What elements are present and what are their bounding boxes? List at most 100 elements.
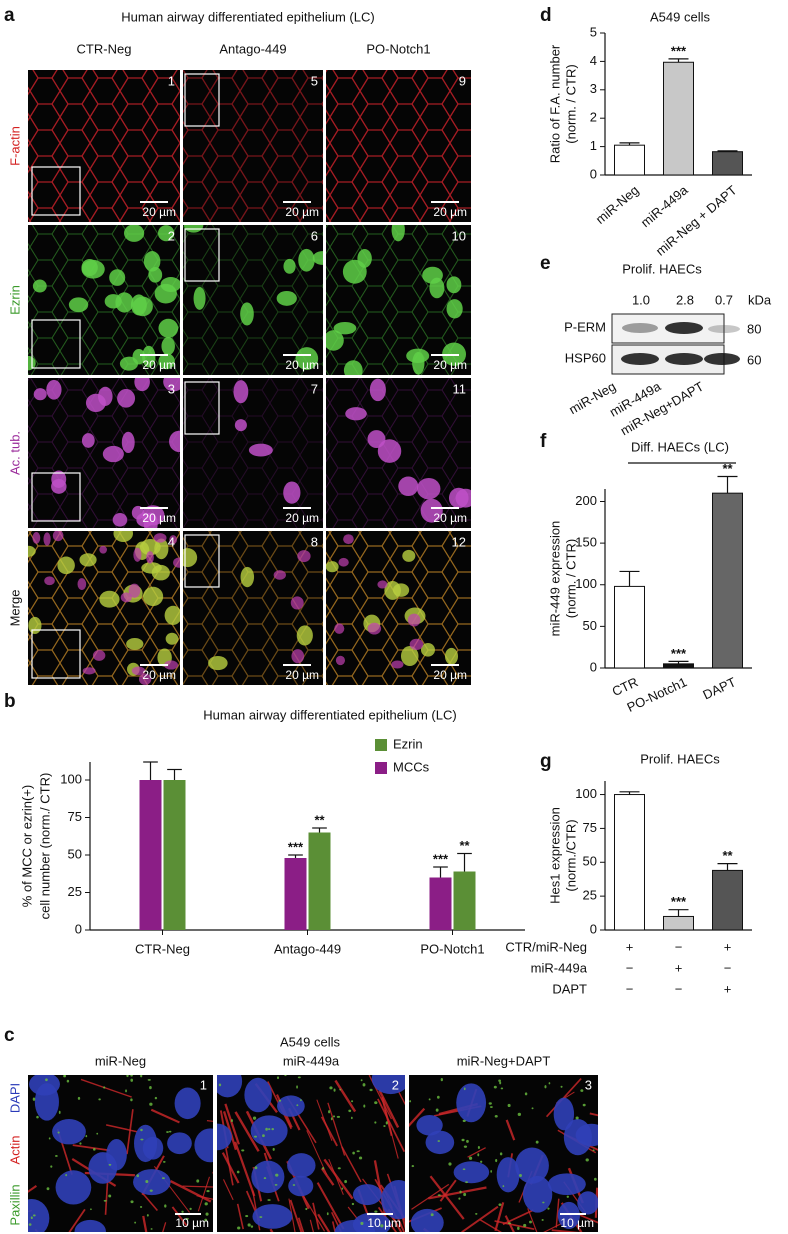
cell-blob: [154, 1096, 158, 1100]
cell-blob: [436, 1095, 440, 1099]
scale-bar-label: 20 µm: [285, 358, 319, 372]
actin-fiber: [309, 1219, 315, 1232]
cell-blob: [440, 1078, 443, 1082]
cell-blob: [582, 1103, 586, 1107]
y-tick-label: 100: [575, 786, 597, 801]
cell-blob: [82, 667, 96, 675]
cell-blob: [250, 1115, 288, 1147]
cell-outlines: [183, 70, 323, 222]
cell-blob: [276, 290, 297, 306]
cell-blob: [531, 1107, 534, 1110]
chart-title: Diff. HAECs (LC): [631, 439, 729, 454]
micrograph: [183, 531, 323, 685]
cell-blob: [248, 443, 273, 457]
cell-blob: [161, 337, 175, 356]
unit-label: kDa: [748, 292, 772, 307]
cell-blob: [453, 1161, 490, 1184]
column-header: CTR-Neg: [77, 41, 132, 56]
cell-blob: [356, 1150, 360, 1153]
cell-blob: [298, 248, 315, 272]
cell-blob: [446, 276, 462, 294]
blot-band: [621, 353, 659, 365]
cell-blob: [296, 625, 313, 646]
bar: [663, 663, 694, 669]
cell-blob: [233, 380, 249, 404]
micrograph: [28, 1075, 213, 1232]
cell-blob: [560, 1085, 563, 1088]
cell-blob: [374, 1101, 378, 1105]
cell-blob: [295, 347, 319, 371]
cell-blob: [296, 1085, 298, 1089]
scale-bar-label: 20 µm: [285, 668, 319, 682]
significance: ***: [671, 646, 687, 661]
panel-label: f: [540, 431, 547, 452]
cell-blob: [93, 1148, 96, 1151]
scale-bar-label: 20 µm: [433, 358, 467, 372]
y-tick-label: 3: [590, 81, 597, 96]
cell-blob: [124, 225, 145, 242]
cell-blob: [153, 533, 167, 543]
cell-blob: [267, 1199, 271, 1201]
blot-band: [665, 353, 703, 365]
cell-blob: [254, 1166, 258, 1170]
cell-blob: [185, 1217, 189, 1220]
cell-blob: [272, 1147, 275, 1151]
scale-bar-label: 10 µm: [175, 1216, 209, 1230]
cell-blob: [230, 1119, 233, 1123]
cell-blob: [326, 330, 344, 351]
cell-blob: [46, 379, 62, 400]
actin-fiber: [378, 1089, 400, 1128]
inset: [31, 166, 81, 216]
column-header: PO-Notch1: [366, 41, 430, 56]
cell-blob: [251, 1160, 285, 1194]
cell-blob: [496, 1157, 520, 1193]
treatment-mark: +: [724, 981, 732, 996]
cell-blob: [237, 1226, 241, 1230]
cell-blob: [55, 1170, 92, 1205]
cell-blob: [149, 1086, 152, 1090]
bar: [139, 780, 162, 930]
bar: [663, 61, 694, 176]
cell-blob: [88, 1152, 118, 1184]
actin-fiber: [327, 1102, 346, 1156]
cell-blob: [461, 1138, 465, 1142]
scale-bar-label: 10 µm: [560, 1216, 594, 1230]
treatment-mark: −: [626, 960, 634, 975]
x-tick-label: DAPT: [700, 674, 738, 702]
cell-blob: [369, 378, 386, 402]
cell-blob: [548, 1082, 551, 1085]
cell-blob: [416, 1115, 443, 1136]
cell-blob: [90, 1208, 92, 1211]
cell-blob: [420, 643, 435, 657]
cell-blob: [183, 548, 198, 568]
cell-blob: [329, 1086, 333, 1090]
cell-blob: [28, 1223, 32, 1226]
panel-title: Prolif. HAECs: [622, 261, 702, 276]
y-tick-label: 0: [590, 166, 597, 181]
image-number: 8: [311, 534, 318, 549]
cell-blob: [430, 1213, 434, 1217]
y-axis-label: miR-449 expression: [547, 521, 562, 637]
cell-blob: [300, 1099, 302, 1102]
cell-blob: [409, 1100, 412, 1103]
cell-blob: [64, 1075, 67, 1078]
inset: [184, 381, 220, 435]
cell-blob: [383, 1125, 386, 1127]
actin-fiber: [527, 1208, 538, 1232]
cell-blob: [542, 1201, 545, 1204]
cell-blob: [566, 1195, 569, 1198]
y-tick-label: 75: [583, 820, 597, 835]
actin-fiber: [225, 1148, 234, 1186]
row-label: Merge: [7, 590, 22, 627]
cell-blob: [77, 578, 87, 590]
cell-blob: [147, 1079, 151, 1081]
cell-blob: [28, 616, 42, 634]
cell-blob: [148, 267, 163, 283]
cell-blob: [276, 1076, 280, 1080]
cell-blob: [162, 1161, 166, 1163]
cell-blob: [146, 1214, 149, 1217]
image-number: 3: [168, 381, 175, 396]
actin-fiber: [334, 1079, 357, 1113]
cell-blob: [499, 1152, 503, 1156]
cell-blob: [351, 1202, 355, 1206]
